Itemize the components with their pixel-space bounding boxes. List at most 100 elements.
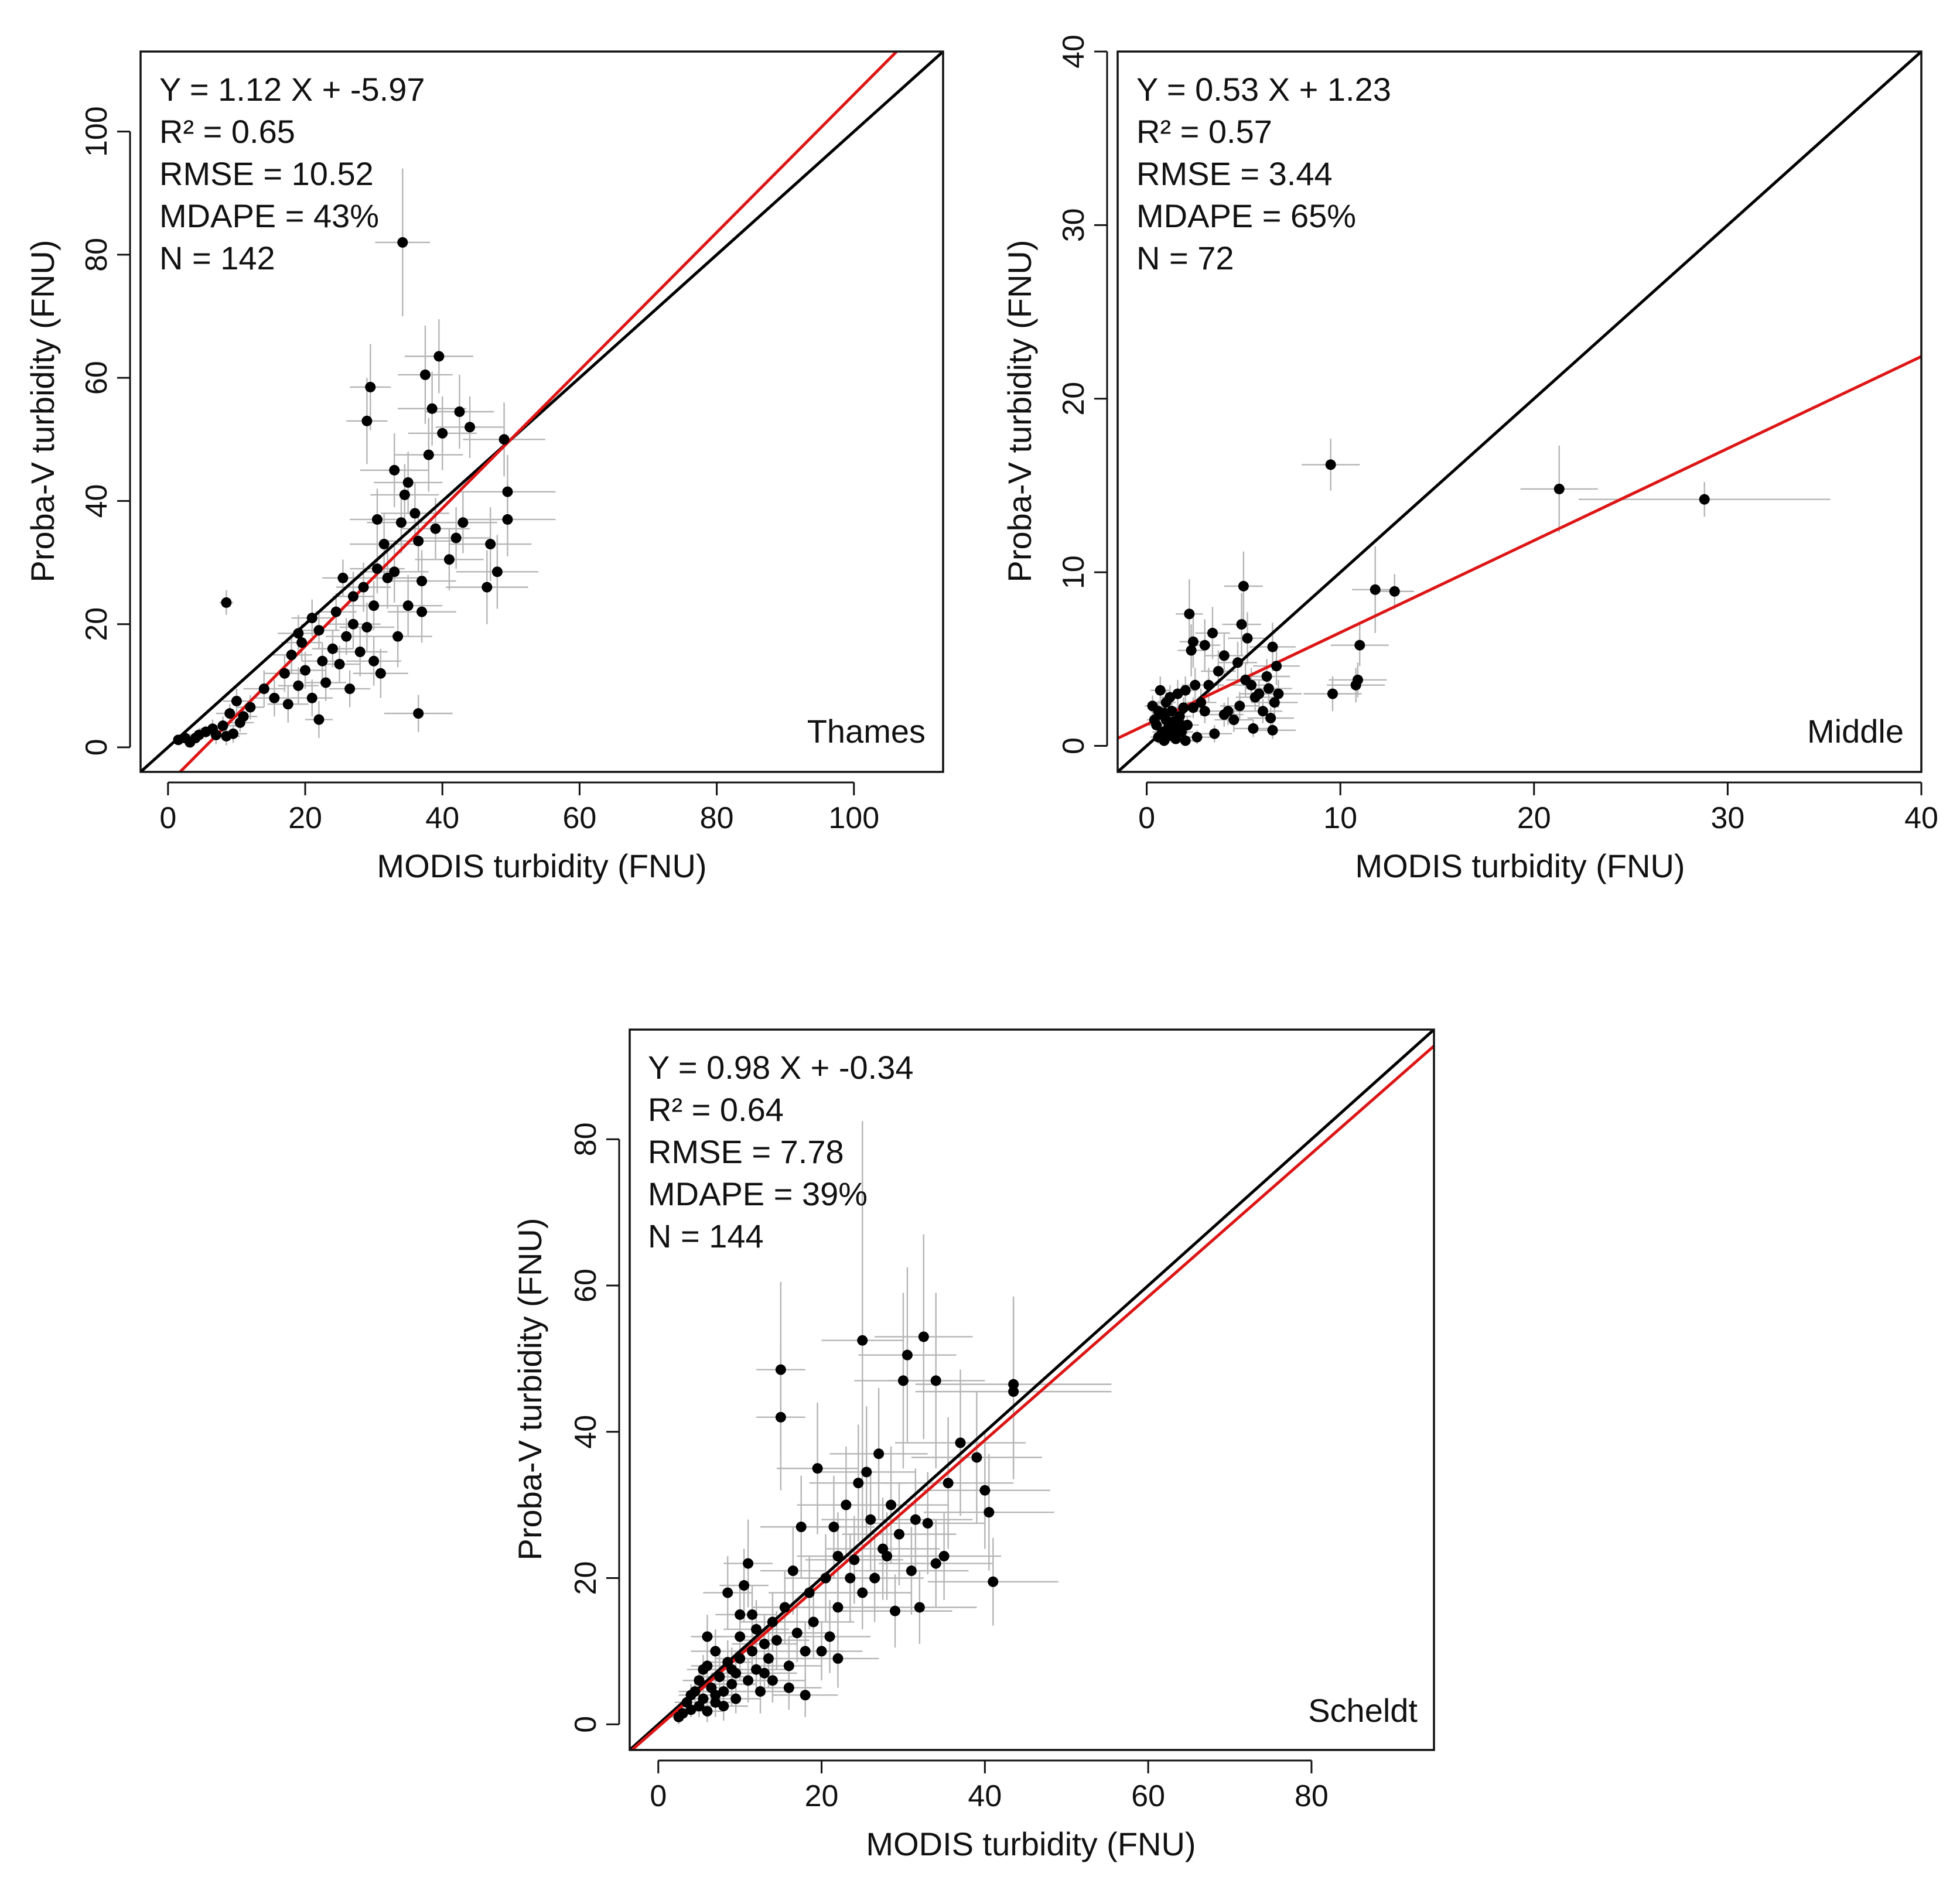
thames-data-point (341, 631, 352, 642)
scheldt-data-point (943, 1478, 954, 1489)
scheldt-data-point (800, 1646, 811, 1657)
scheldt-data-point (893, 1529, 904, 1540)
thames-data-point (306, 613, 317, 624)
scheldt-data-point (759, 1667, 770, 1679)
middle-data-point (1354, 640, 1365, 651)
middle-data-point (1325, 459, 1336, 470)
scheldt-data-point (726, 1679, 737, 1690)
middle-data-point (1176, 719, 1187, 730)
middle-data-point (1186, 645, 1197, 656)
thames-plot-frame (139, 50, 944, 773)
scheldt-x-axis-title: MODIS turbidity (FNU) (866, 1826, 1196, 1862)
thames-data-point (313, 625, 325, 636)
thames-data-point (502, 486, 513, 497)
scheldt-data-point (865, 1514, 876, 1525)
middle-points (1147, 459, 1710, 746)
scheldt-data-point (816, 1646, 827, 1657)
thames-y-tick-label: 20 (80, 607, 114, 641)
thames-data-point (491, 566, 503, 577)
thames-data-point (306, 692, 317, 703)
scheldt-data-point (783, 1660, 794, 1671)
thames-y-axis-title: Proba-V turbidity (FNU) (24, 240, 61, 582)
middle-y-tick-label: 40 (1057, 35, 1091, 69)
scheldt-equation: Y = 0.98 X + -0.34 (648, 1049, 914, 1086)
thames-data-point (382, 572, 393, 583)
thames-data-point (354, 647, 366, 657)
scheldt-data-point (726, 1664, 737, 1675)
thames-axes: 0 20 40 60 80 100 0 20 40 60 80 100 (80, 106, 879, 835)
thames-data-point (430, 523, 441, 534)
scheldt-data-point (702, 1631, 713, 1642)
scheldt-data-point (988, 1576, 999, 1587)
middle-data-point (1271, 661, 1282, 672)
thames-data-point (293, 628, 304, 639)
middle-data-point (1184, 609, 1195, 620)
scheldt-data-point (853, 1478, 864, 1489)
scheldt-data-point (812, 1463, 823, 1474)
scheldt-x-tick-label: 40 (968, 1779, 1002, 1813)
middle-data-point (1273, 688, 1284, 699)
scheldt-data-point (735, 1631, 746, 1642)
middle-data-point (1389, 586, 1400, 597)
thames-data-point (361, 621, 373, 633)
middle-data-point (1155, 685, 1166, 696)
middle-data-point (1238, 580, 1249, 592)
thames-data-point (269, 692, 280, 703)
scheldt-data-point (775, 1364, 786, 1375)
middle-x-tick-label: 0 (1138, 801, 1155, 835)
scheldt-region-label: Scheldt (1308, 1692, 1418, 1729)
thames-data-point (423, 449, 434, 460)
scheldt-data-point (685, 1690, 696, 1701)
middle-panel: 0 10 20 30 40 0 10 20 30 40 Y = 0.53 X + 1.23 R² … (1001, 35, 1938, 884)
middle-error-bars (1145, 438, 1831, 746)
middle-data-point (1180, 685, 1191, 696)
thames-data-point (413, 708, 424, 719)
middle-data-point (1267, 641, 1278, 652)
middle-data-point (1269, 697, 1280, 708)
scheldt-y-tick-label: 60 (569, 1269, 603, 1303)
thames-data-point (454, 406, 465, 417)
scheldt-data-point (747, 1646, 758, 1657)
thames-y-tick-label: 0 (80, 739, 114, 756)
middle-data-point (1261, 671, 1272, 682)
middle-mdape: MDAPE = 65% (1136, 197, 1356, 234)
scheldt-data-point (702, 1705, 713, 1717)
scheldt-y-tick-label: 80 (569, 1122, 603, 1156)
thames-data-point (330, 606, 342, 617)
scheldt-y-tick-label: 0 (569, 1716, 603, 1733)
scheldt-data-point (930, 1375, 941, 1386)
thames-data-point (313, 714, 325, 725)
scheldt-data-point (694, 1675, 705, 1686)
scheldt-x-tick-label: 60 (1131, 1779, 1165, 1813)
thames-data-point (347, 618, 358, 630)
scheldt-data-point (791, 1628, 803, 1639)
middle-data-point (1263, 683, 1274, 694)
thames-data-point (402, 600, 414, 611)
scheldt-data-point (800, 1690, 811, 1701)
thames-data-point (365, 381, 376, 392)
thames-data-point (482, 582, 493, 593)
scheldt-data-point (832, 1551, 844, 1562)
middle-data-point (1213, 666, 1224, 677)
thames-x-axis-title: MODIS turbidity (FNU) (377, 847, 706, 884)
scheldt-data-point (710, 1646, 721, 1657)
thames-data-point (437, 428, 448, 439)
scheldt-y-axis-title: Proba-V turbidity (FNU) (511, 1218, 548, 1560)
scheldt-data-point (743, 1558, 754, 1569)
scheldt-data-point (938, 1551, 950, 1562)
middle-data-point (1553, 483, 1565, 494)
middle-data-point (1191, 731, 1203, 743)
thames-data-point (392, 631, 404, 642)
scheldt-panel: 0 20 40 60 80 0 20 40 60 80 Y = 0.98 X + -0.34 R²… (511, 1028, 1435, 1862)
scheldt-data-point (1008, 1386, 1019, 1397)
middle-data-point (1187, 636, 1198, 647)
scheldt-points (673, 1331, 1019, 1722)
thames-y-tick-label: 60 (80, 361, 114, 395)
thames-regression-line (177, 52, 899, 772)
middle-x-tick-label: 10 (1323, 801, 1357, 835)
thames-data-point (347, 591, 358, 602)
middle-data-point (1196, 697, 1207, 708)
thames-x-tick-label: 60 (562, 801, 596, 835)
scheldt-data-point (747, 1609, 758, 1620)
thames-data-point (327, 643, 338, 654)
